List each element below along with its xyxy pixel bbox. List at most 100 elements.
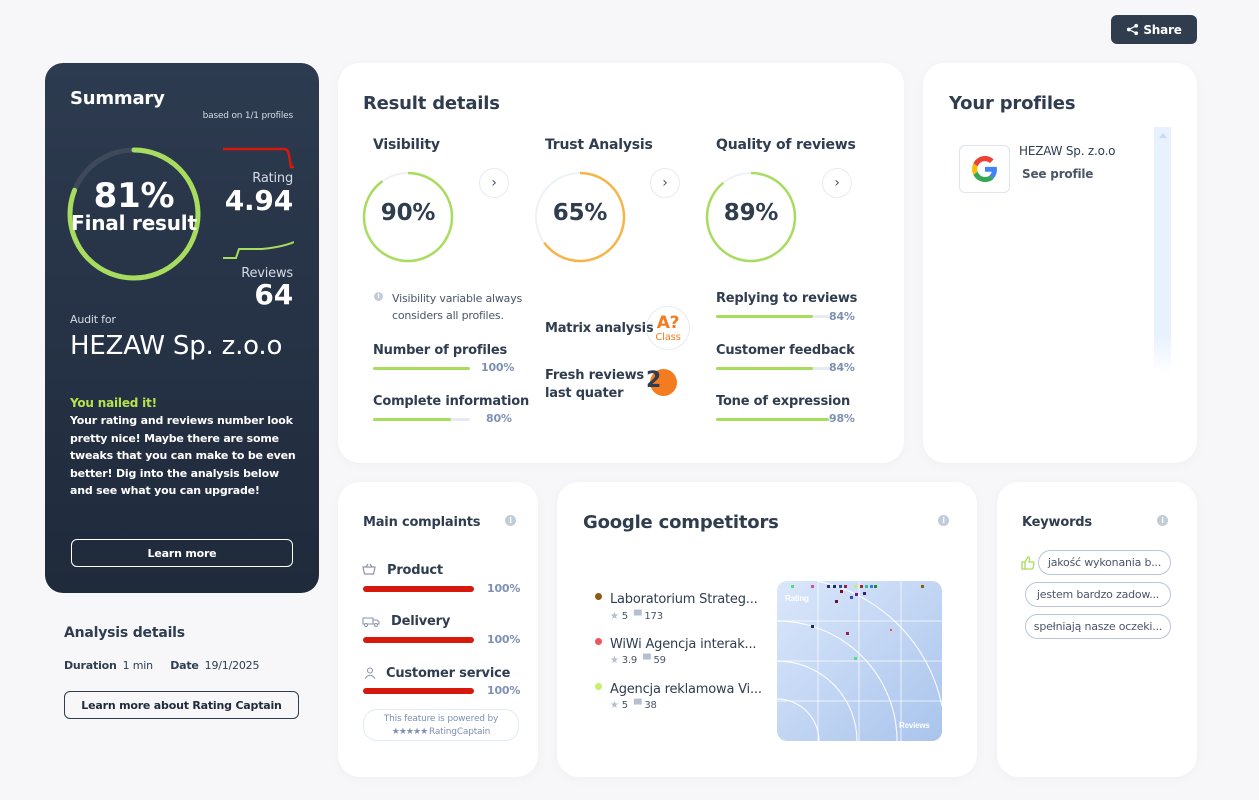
see-profile-link[interactable]: See profile <box>1022 167 1094 181</box>
trust-value: 65% <box>552 200 608 226</box>
profile-name: HEZAW Sp. z.o.o <box>1019 144 1116 158</box>
matrix-grade-badge: A? Class <box>646 306 690 350</box>
google-icon <box>959 145 1010 193</box>
complaint-percent: 100% <box>487 633 521 646</box>
analysis-details-title: Analysis details <box>64 625 185 641</box>
competitor-rating: 5 <box>621 700 628 711</box>
competitor-name[interactable]: Agencja reklamowa Vi... <box>610 682 762 697</box>
reviews-value: 64 <box>254 278 293 311</box>
competitor-dot <box>595 638 602 645</box>
summary-title: Summary <box>70 88 165 109</box>
comment-icon: ▀ <box>633 611 642 622</box>
final-result-label: Final result <box>71 211 197 235</box>
metric-label: Replying to reviews <box>716 291 858 306</box>
final-result-percent: 81% <box>93 176 175 216</box>
keyword-chip[interactable]: jakość wykonania b... <box>1038 550 1171 575</box>
metric-percent: 84% <box>829 310 855 323</box>
your-profiles-title: Your profiles <box>949 93 1076 114</box>
share-icon <box>1127 23 1139 36</box>
metric-bar <box>373 367 470 370</box>
powered-by-badge[interactable]: This feature is powered by ★★★★★ RatingC… <box>363 709 519 741</box>
complaint-bar <box>363 688 474 694</box>
metric-percent: 80% <box>486 412 512 425</box>
competitor-name[interactable]: Laboratorium Strateg... <box>610 592 758 607</box>
comment-icon: ▀ <box>633 700 642 711</box>
trust-details-button[interactable]: › <box>650 168 680 198</box>
rating-trend-line <box>223 147 294 169</box>
summary-based-on: based on 1/1 profiles <box>202 111 294 121</box>
competitors-map[interactable]: Rating Reviews <box>777 581 942 741</box>
metric-bar <box>716 315 831 318</box>
fresh-reviews-badge <box>650 369 677 396</box>
competitor-meta: ★ 5 ▀ 173 <box>610 611 663 622</box>
competitor-points <box>791 585 924 660</box>
result-details-title: Result details <box>363 93 500 114</box>
competitor-reviews: 38 <box>644 700 657 711</box>
keyword-chip[interactable]: spełniają nasze oczeki... <box>1025 614 1171 639</box>
learn-more-button[interactable]: Learn more <box>71 539 293 567</box>
metric-label: Number of profiles <box>373 343 508 358</box>
complaint-label: Product <box>387 563 443 578</box>
trust-analysis-title: Trust Analysis <box>545 137 653 153</box>
keywords-title: Keywords <box>1022 515 1092 530</box>
info-icon[interactable]: i <box>1157 515 1168 526</box>
main-complaints-title: Main complaints <box>363 515 481 530</box>
reviews-trend-line <box>223 241 294 259</box>
competitor-rating: 5 <box>621 611 628 622</box>
info-icon[interactable]: i <box>505 515 516 526</box>
your-profiles-card: Your profiles HEZAW Sp. z.o.o See profil… <box>923 63 1197 463</box>
competitor-meta: ★ 5 ▀ 38 <box>610 700 657 711</box>
metric-label: Complete information <box>373 394 530 409</box>
competitor-rating: 3.9 <box>621 655 638 666</box>
visibility-note: Visibility variable always considers all… <box>392 292 523 322</box>
quality-ring <box>705 171 797 263</box>
summary-message: Your rating and reviews number look pret… <box>70 414 296 498</box>
share-button[interactable]: Share <box>1111 15 1197 44</box>
complaint-label: Customer service <box>386 666 511 681</box>
analysis-meta: Duration 1 min Date 19/1/2025 <box>64 659 259 672</box>
person-icon <box>364 667 376 682</box>
final-result-ring <box>67 147 201 281</box>
comment-icon: ▀ <box>643 655 651 666</box>
metric-percent: 100% <box>481 361 515 374</box>
learn-about-rating-captain-button[interactable]: Learn more about Rating Captain <box>64 691 299 719</box>
powered-by-text: This feature is powered by <box>383 714 499 724</box>
rating-label: Rating <box>252 171 293 186</box>
summary-card: Summary based on 1/1 profiles 81% Final … <box>45 63 319 593</box>
metric-label: Customer feedback <box>716 343 855 358</box>
company-name: HEZAW Sp. z.o.o <box>70 331 283 361</box>
profiles-scrollbar[interactable] <box>1154 127 1171 373</box>
star-icon: ★ <box>610 700 619 711</box>
date-value: 19/1/2025 <box>204 659 260 672</box>
truck-icon <box>362 616 380 630</box>
quality-title: Quality of reviews <box>716 137 856 153</box>
quality-value: 89% <box>723 200 779 226</box>
summary-headline: You nailed it! <box>70 396 157 410</box>
visibility-title: Visibility <box>373 137 440 153</box>
reviews-label: Reviews <box>241 266 293 281</box>
scroll-up-icon[interactable] <box>1158 133 1167 138</box>
chevron-right-icon: › <box>491 175 497 191</box>
star-icon: ★ <box>610 611 619 622</box>
thumbs-up-icon <box>1021 556 1035 570</box>
stars-icon: ★★★★★ <box>391 727 429 737</box>
chevron-right-icon: › <box>834 175 840 191</box>
visibility-ring <box>362 171 454 263</box>
keyword-chip[interactable]: jestem bardzo zadow... <box>1025 582 1171 607</box>
date-label: Date <box>170 659 199 672</box>
fresh-reviews-value: 2 <box>646 368 662 393</box>
matrix-analysis-label: Matrix analysis <box>545 321 654 336</box>
chevron-right-icon: › <box>662 175 668 191</box>
complaint-percent: 100% <box>487 582 521 595</box>
complaint-bar <box>363 586 474 592</box>
complaint-percent: 100% <box>487 684 521 697</box>
audit-for-label: Audit for <box>70 313 116 326</box>
fresh-reviews-label-2: last quater <box>545 386 624 401</box>
info-icon[interactable]: i <box>938 515 949 526</box>
competitor-dot <box>595 683 602 690</box>
visibility-details-button[interactable]: › <box>479 168 509 198</box>
quality-details-button[interactable]: › <box>822 168 852 198</box>
competitor-name[interactable]: WiWi Agencja interak... <box>610 637 757 652</box>
complaint-label: Delivery <box>391 614 451 629</box>
competitor-meta: ★ 3.9 ▀ 59 <box>610 655 666 666</box>
